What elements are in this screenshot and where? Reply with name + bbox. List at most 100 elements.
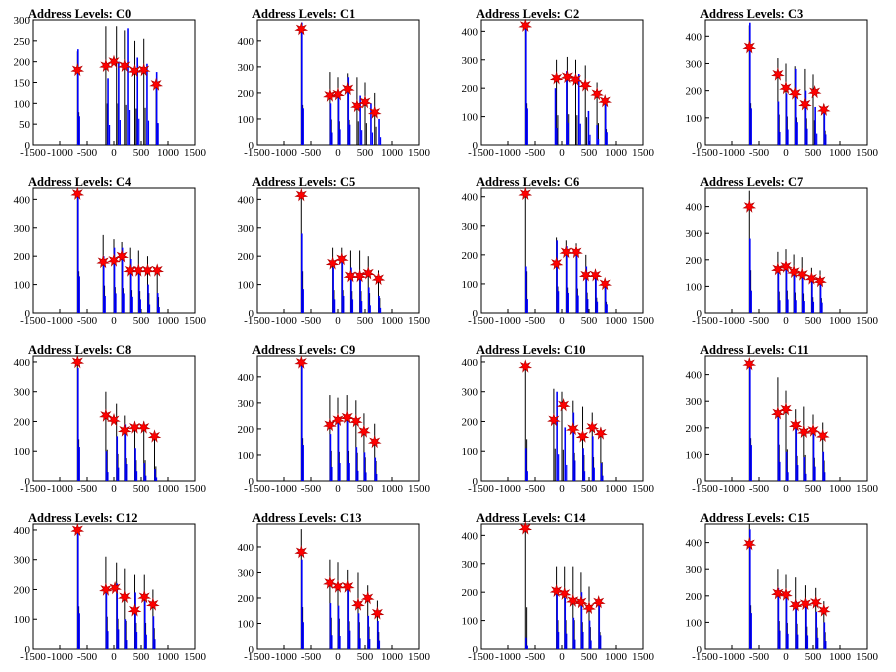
chart-panel: Address Levels: C8 0 100 200 300 400 -1500 -100… xyxy=(14,343,207,495)
x-tick-label: -1000 xyxy=(719,315,745,327)
peak-marker xyxy=(118,58,132,73)
peak-marker xyxy=(370,606,385,620)
peak-marker xyxy=(808,595,823,609)
y-tick-label: 300 xyxy=(238,398,255,410)
y-tick-label: 0 xyxy=(249,140,255,152)
y-tick-label: 400 xyxy=(686,31,703,43)
peak-marker xyxy=(107,412,121,427)
peak-marker xyxy=(96,254,110,269)
peak-marker xyxy=(294,22,309,36)
x-tick-label: 500 xyxy=(805,147,822,159)
x-tick-label: 1000 xyxy=(829,483,852,495)
x-tick-label: 1500 xyxy=(408,483,431,495)
chart-title: Address Levels: C13 xyxy=(252,511,362,525)
x-tick-label: 1000 xyxy=(605,651,628,663)
y-tick-label: 400 xyxy=(462,26,479,38)
x-tick-label: 1500 xyxy=(408,315,431,327)
x-tick-label: -500 xyxy=(301,483,322,495)
x-tick-label: 1000 xyxy=(605,147,628,159)
y-tick-label: 400 xyxy=(686,538,703,550)
chart-title: Address Levels: C6 xyxy=(476,175,579,189)
x-tick-label: 1000 xyxy=(829,651,852,663)
y-tick-label: 300 xyxy=(14,15,31,27)
peak-marker xyxy=(815,428,830,443)
x-tick-label: -1000 xyxy=(271,147,297,159)
x-tick-label: -1500 xyxy=(468,651,494,663)
y-tick-label: 300 xyxy=(14,387,31,399)
x-tick-label: 500 xyxy=(133,483,150,495)
x-tick-label: 1000 xyxy=(157,651,180,663)
peak-marker xyxy=(779,587,793,601)
chart-panel: Address Levels: C5 0 100 200 300 400 -1500 -100… xyxy=(238,175,431,327)
x-tick-label: 500 xyxy=(357,315,374,327)
x-tick-label: -1000 xyxy=(719,651,745,663)
peak-marker xyxy=(578,78,593,92)
x-tick-label: 500 xyxy=(133,315,150,327)
peak-marker xyxy=(352,269,367,283)
y-tick-label: 100 xyxy=(14,98,31,110)
x-tick-label: 0 xyxy=(559,315,565,327)
peak-marker xyxy=(560,69,575,84)
x-tick-label: 1500 xyxy=(184,315,207,327)
x-tick-label: -500 xyxy=(749,651,770,663)
peak-marker xyxy=(70,522,85,537)
y-tick-label: 300 xyxy=(462,221,479,233)
peak-marker xyxy=(343,269,358,283)
y-tick-label: 0 xyxy=(697,476,703,488)
peak-marker xyxy=(70,62,85,77)
x-tick-label: -1000 xyxy=(495,147,521,159)
x-tick-label: 0 xyxy=(111,651,117,663)
y-tick-label: 400 xyxy=(238,194,255,206)
y-tick-label: 400 xyxy=(462,357,479,369)
x-tick-label: -500 xyxy=(749,315,770,327)
y-tick-label: 200 xyxy=(462,416,479,428)
y-tick-label: 200 xyxy=(238,251,255,263)
y-tick-label: 300 xyxy=(686,58,703,70)
y-tick-label: 100 xyxy=(686,449,703,461)
y-tick-label: 400 xyxy=(14,357,31,369)
x-tick-label: -1000 xyxy=(271,315,297,327)
x-tick-label: 0 xyxy=(559,651,565,663)
y-tick-label: 400 xyxy=(14,194,31,206)
y-tick-label: 200 xyxy=(686,255,703,267)
y-tick-label: 300 xyxy=(14,223,31,235)
peak-marker xyxy=(150,263,164,277)
y-tick-label: 200 xyxy=(686,591,703,603)
x-tick-label: -1500 xyxy=(468,315,494,327)
peak-marker xyxy=(559,244,574,259)
y-tick-label: 200 xyxy=(14,57,31,69)
peak-marker xyxy=(742,356,757,371)
peak-marker xyxy=(360,590,375,605)
peak-marker xyxy=(569,245,583,259)
peak-marker xyxy=(367,105,382,119)
x-tick-label: -500 xyxy=(77,147,98,159)
chart-title: Address Levels: C2 xyxy=(476,7,579,21)
y-tick-label: 300 xyxy=(686,564,703,576)
y-tick-label: 200 xyxy=(462,83,479,95)
x-tick-label: -1000 xyxy=(47,147,73,159)
y-tick-label: 100 xyxy=(238,114,255,126)
x-tick-label: 0 xyxy=(783,315,789,327)
y-tick-label: 300 xyxy=(462,387,479,399)
y-tick-label: 50 xyxy=(19,119,31,131)
x-tick-label: -500 xyxy=(749,483,770,495)
y-tick-label: 100 xyxy=(686,281,703,293)
chart-panel: Address Levels: C3 0 100 200 300 400 -1500 -100… xyxy=(686,7,879,159)
y-tick-label: 100 xyxy=(14,446,31,458)
peak-marker xyxy=(294,355,309,369)
plot-frame xyxy=(256,187,420,314)
peak-marker xyxy=(131,263,146,277)
x-tick-label: 500 xyxy=(805,483,822,495)
x-tick-label: -1000 xyxy=(47,315,73,327)
peak-marker xyxy=(817,102,831,117)
peak-marker xyxy=(574,595,588,609)
peak-marker xyxy=(798,97,812,111)
x-tick-label: 500 xyxy=(357,147,374,159)
y-tick-label: 100 xyxy=(14,280,31,292)
x-tick-label: 0 xyxy=(111,483,117,495)
peak-marker xyxy=(591,595,606,609)
y-tick-label: 100 xyxy=(462,446,479,458)
y-tick-label: 400 xyxy=(462,192,479,204)
x-tick-label: -500 xyxy=(749,147,770,159)
x-tick-label: 0 xyxy=(111,147,117,159)
